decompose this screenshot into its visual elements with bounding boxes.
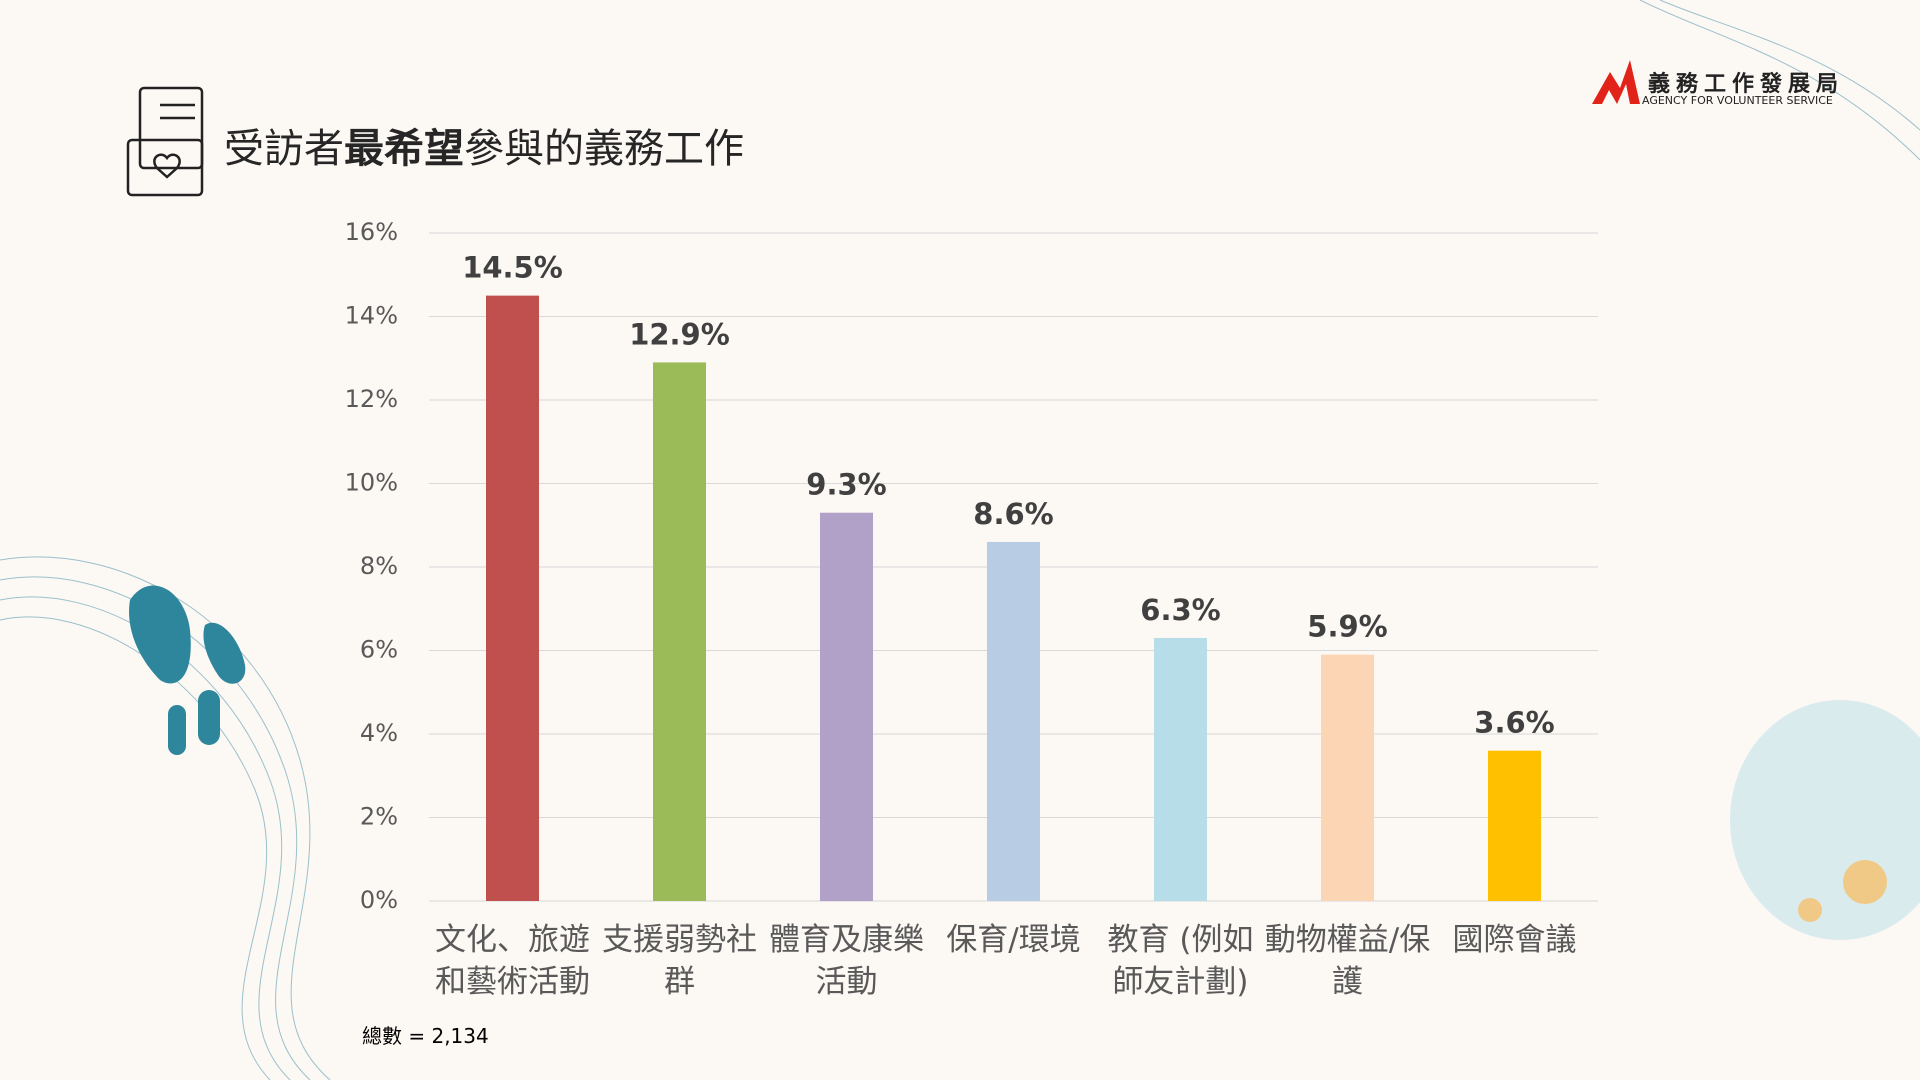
logo-mark (1592, 60, 1640, 104)
value-label: 3.6% (1474, 706, 1554, 740)
bar (653, 362, 706, 901)
x-tick-label: 動物權益/保護 (1264, 922, 1431, 1000)
bar (1488, 750, 1541, 901)
y-tick-label: 14% (345, 302, 398, 330)
value-label: 9.3% (806, 468, 886, 502)
logo-english: AGENCY FOR VOLUNTEER SERVICE (1642, 94, 1833, 107)
y-tick-label: 10% (345, 469, 398, 497)
y-tick-label: 2% (360, 803, 398, 831)
title-icon (126, 86, 204, 197)
value-label: 5.9% (1307, 610, 1387, 644)
logo-name: 義務工作發展局 (1648, 72, 1845, 97)
y-tick-label: 0% (360, 886, 398, 914)
bar (820, 512, 873, 901)
title-part: 受訪者 (224, 126, 344, 172)
x-tick-label: 保育/環境 (946, 922, 1081, 958)
y-tick-label: 8% (360, 552, 398, 580)
y-tick-label: 4% (360, 719, 398, 747)
x-tick-label: 支援弱勢社群 (602, 922, 757, 1000)
x-tick-label: 體育及康樂活動 (769, 922, 924, 1000)
bar (1154, 637, 1207, 901)
title-part-bold: 最希望 (344, 126, 464, 172)
x-tick-label: 文化、旅遊和藝術活動 (435, 922, 590, 1000)
y-tick-label: 12% (345, 385, 398, 413)
value-label: 14.5% (462, 251, 563, 285)
title-part: 參與的義務工作 (464, 126, 744, 172)
value-label: 12.9% (629, 317, 730, 351)
x-tick-label: 教育 (例如師友計劃) (1107, 922, 1254, 1000)
decoration-blobs (129, 585, 1920, 940)
value-label: 8.6% (973, 497, 1053, 531)
x-tick-label: 國際會議 (1452, 922, 1577, 958)
chart-title: 受訪者最希望參與的義務工作 (224, 116, 744, 174)
bar (486, 295, 539, 901)
y-tick-label: 6% (360, 636, 398, 664)
y-tick-label: 16% (345, 218, 398, 246)
value-label: 6.3% (1140, 593, 1220, 627)
bar (987, 541, 1040, 901)
note: 總數 = 2,134 (362, 1024, 489, 1048)
bar (1321, 654, 1374, 901)
